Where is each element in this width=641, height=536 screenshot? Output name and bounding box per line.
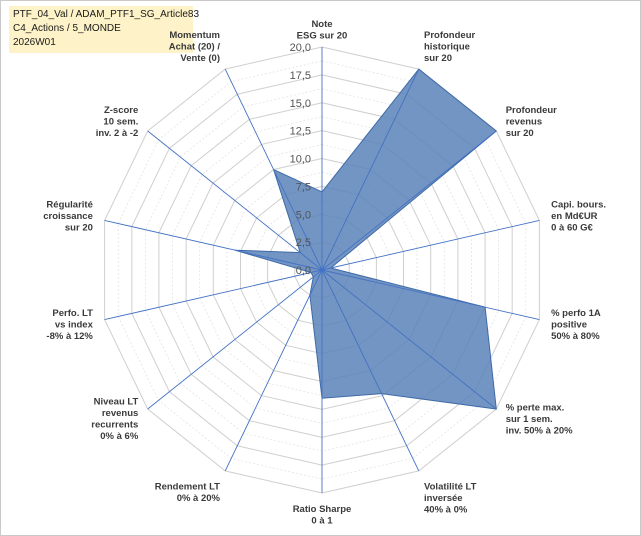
axis-label: Niveau LT revenus recurrents 0% à 6% xyxy=(91,397,139,443)
axis-label-line: Note xyxy=(311,19,332,30)
axis-label-line: 10 sem. xyxy=(103,117,138,128)
grid-ring xyxy=(226,171,418,369)
axis-label: Profondeur revenus sur 20 xyxy=(506,105,557,139)
axis-label-line: 0% à 6% xyxy=(100,431,139,442)
axis-label: Note ESG sur 20 xyxy=(297,19,348,42)
axis-spoke xyxy=(147,269,323,410)
axis-label-line: en Md€UR xyxy=(551,211,598,222)
axis-label-line: recurrents xyxy=(91,420,138,431)
axis-spoke xyxy=(224,68,323,271)
axis-label-line: croissance xyxy=(43,211,93,222)
axis-label-line: sur 20 xyxy=(65,223,93,234)
axis-label: Momentum Achat (20) / Vente (0) xyxy=(169,30,221,64)
axis-label: % perte max. sur 1 sem. inv. 50% à 20% xyxy=(506,402,573,436)
axis-label: Régularité croissance sur 20 xyxy=(43,200,93,234)
axis-label-line: revenus xyxy=(506,117,542,128)
axis-spoke xyxy=(224,269,323,472)
axis-label-line: Perfo. LT xyxy=(52,308,93,319)
grid-ring xyxy=(280,227,364,313)
axis-label-line: sur 20 xyxy=(506,128,534,139)
axis-label-line: Volatilité LT xyxy=(424,481,477,492)
axis-label: Profondeur historique sur 20 xyxy=(424,30,475,64)
axis-label-line: Momentum xyxy=(169,30,220,41)
chart-title-box: PTF_04_Val / ADAM_PTF1_SG_Article83 C4_A… xyxy=(9,6,199,53)
axis-label: Z-score 10 sem. inv. 2 à -2 xyxy=(96,105,139,139)
axis-label-line: positive xyxy=(551,320,587,331)
axis-label: Capi. bours. en Md€UR 0 à 60 G€ xyxy=(551,200,606,234)
axis-label: Rendement LT 0% à 20% xyxy=(155,481,221,504)
radar-axis-labels: Note ESG sur 20 Profondeur historique sur 20… xyxy=(43,19,606,527)
axis-label-line: sur 20 xyxy=(424,53,452,64)
title-portfolio: PTF_04_Val / ADAM_PTF1_SG_Article83 xyxy=(13,9,200,20)
axis-label-line: % perte max. xyxy=(506,402,565,413)
axis-label-line: inv. 2 à -2 xyxy=(96,128,139,139)
axis-label-line: Profondeur xyxy=(424,30,475,41)
axis-spoke xyxy=(321,269,420,472)
axis-label-line: historique xyxy=(424,42,470,53)
axis-label-line: 50% à 80% xyxy=(551,331,600,342)
axis-label-line: 0 à 1 xyxy=(311,516,333,527)
tick-label: 0,0 xyxy=(296,265,311,277)
axis-label-line: -8% à 12% xyxy=(46,331,93,342)
tick-label: 10,0 xyxy=(290,154,311,166)
axis-label-line: Profondeur xyxy=(506,105,557,116)
grid-ring xyxy=(117,60,527,480)
tick-label: 12,5 xyxy=(290,126,311,138)
axis-label: Ratio Sharpe 0 à 1 xyxy=(293,504,352,527)
tick-label: 7,5 xyxy=(296,181,311,193)
axis-spoke xyxy=(147,130,323,271)
axis-label-line: Achat (20) / xyxy=(169,42,221,53)
axis-label-line: Régularité xyxy=(46,200,92,211)
axis-label-line: 0% à 20% xyxy=(177,493,221,504)
axis-label-line: % perfo 1A xyxy=(551,308,601,319)
axis-spoke xyxy=(321,68,420,271)
axis-label-line: 40% à 0% xyxy=(424,504,468,515)
axis-spoke xyxy=(104,269,323,321)
axis-spoke xyxy=(321,269,497,410)
axis-spoke xyxy=(104,219,323,271)
tick-label: 5,0 xyxy=(296,209,311,221)
axis-label-line: ESG sur 20 xyxy=(297,31,348,42)
axis-label-line: Rendement LT xyxy=(155,481,220,492)
axis-label-line: inv. 50% à 20% xyxy=(506,425,573,436)
title-category: C4_Actions / 5_MONDE xyxy=(13,23,121,34)
axis-label-line: vs index xyxy=(55,320,94,331)
axis-label-line: inversée xyxy=(424,493,463,504)
radar-tick-labels: 0,0 2,5 5,0 7,5 10,0 12,5 15,0 17,5 20,0 xyxy=(290,42,311,277)
tick-label: 2,5 xyxy=(296,237,311,249)
title-week: 2026W01 xyxy=(13,37,56,48)
axis-label-line: Vente (0) xyxy=(180,53,220,64)
axis-spoke xyxy=(321,130,497,271)
axis-label: Perfo. LT vs index -8% à 12% xyxy=(46,308,93,342)
tick-label: 17,5 xyxy=(290,70,311,82)
axis-label-line: sur 1 sem. xyxy=(506,414,553,425)
axis-label: % perfo 1A positive 50% à 80% xyxy=(551,308,601,342)
tick-label: 20,0 xyxy=(290,42,311,54)
axis-spoke xyxy=(321,219,540,271)
axis-spoke xyxy=(321,269,540,321)
axis-label-line: Niveau LT xyxy=(94,397,139,408)
axis-label-line: Ratio Sharpe xyxy=(293,504,352,515)
axis-label-line: revenus xyxy=(102,408,138,419)
axis-label-line: Capi. bours. xyxy=(551,200,606,211)
axis-label-line: 0 à 60 G€ xyxy=(551,223,593,234)
tick-label: 15,0 xyxy=(290,98,311,110)
axis-label-line: Z-score xyxy=(104,105,138,116)
axis-label: Volatilité LT inversée 40% à 0% xyxy=(424,481,477,515)
radar-spokes xyxy=(104,47,540,493)
